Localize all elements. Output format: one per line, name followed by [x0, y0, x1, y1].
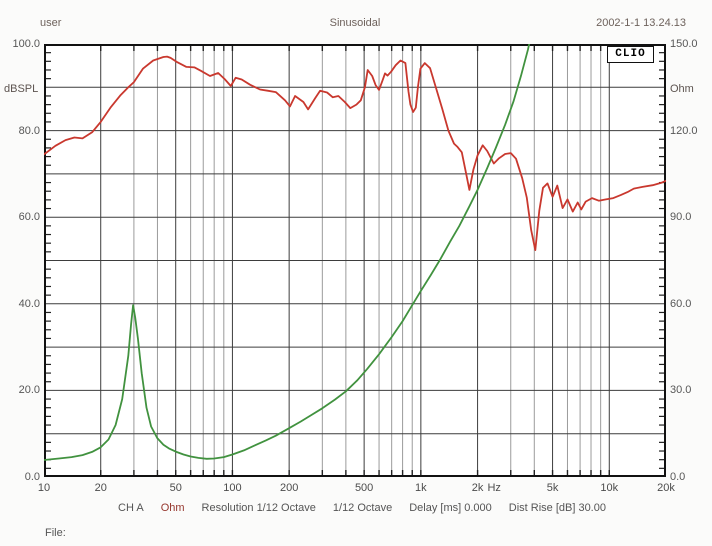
status-segment: Resolution 1/12 Octave [201, 502, 316, 514]
x-tick-100: 100 [223, 482, 242, 494]
plot-area: CLIO [44, 44, 666, 477]
y-left-tick-60.0: 60.0 [18, 211, 40, 224]
y-left-tick-20.0: 20.0 [18, 384, 40, 397]
datetime-label: 2002-1-1 13.24.13 [596, 17, 686, 29]
status-segment: Ohm [160, 502, 185, 514]
status-segment: Delay [ms] 0.000 [409, 502, 492, 514]
x-tick-10k: 10k [600, 482, 619, 494]
y-left-tick-100.0: 100.0 [12, 38, 40, 50]
x-tick-1k: 1k [415, 482, 427, 494]
x-tick-50: 50 [169, 482, 182, 494]
x-axis-unit-label: Hz [487, 482, 501, 494]
user-label: user [40, 17, 62, 29]
y-left-axis-unit: dBSPL [4, 83, 39, 95]
y-left-tick-40.0: 40.0 [18, 297, 40, 310]
x-tick-500: 500 [354, 482, 374, 494]
y-right-axis-unit: Ohm [670, 83, 694, 95]
x-tick-20k: 20k [657, 482, 675, 494]
x-tick-2k: 2k [471, 482, 484, 494]
x-tick-200: 200 [279, 482, 299, 494]
y-left-tick-0.0: 0.0 [24, 471, 40, 483]
x-tick-10: 10 [37, 482, 51, 494]
chart-title: Sinusoidal [329, 17, 381, 29]
y-right-tick-90.0: 90.0 [670, 211, 692, 224]
chart-canvas [44, 44, 666, 477]
file-label: File: [45, 527, 66, 539]
y-right-tick-150.0: 150.0 [670, 38, 698, 50]
status-segment: 1/12 Octave [332, 502, 393, 514]
status-segment: Dist Rise [dB] 30.00 [508, 502, 606, 514]
x-tick-20: 20 [94, 482, 107, 494]
clio-logo-badge: CLIO [607, 46, 654, 63]
spl-response-curve [44, 55, 666, 251]
status-segment: CH A [118, 502, 144, 514]
x-tick-5k: 5k [546, 482, 559, 494]
y-right-tick-30.0: 30.0 [670, 384, 692, 397]
measurement-status-bar: CH A Ohm Resolution 1/12 Octave 1/12 Octave… [118, 502, 606, 514]
y-right-tick-60.0: 60.0 [670, 297, 692, 310]
y-right-tick-120.0: 120.0 [670, 124, 698, 137]
impedance-curve [44, 44, 531, 461]
y-left-tick-80.0: 80.0 [18, 124, 40, 137]
y-right-tick-0.0: 0.0 [670, 471, 686, 483]
